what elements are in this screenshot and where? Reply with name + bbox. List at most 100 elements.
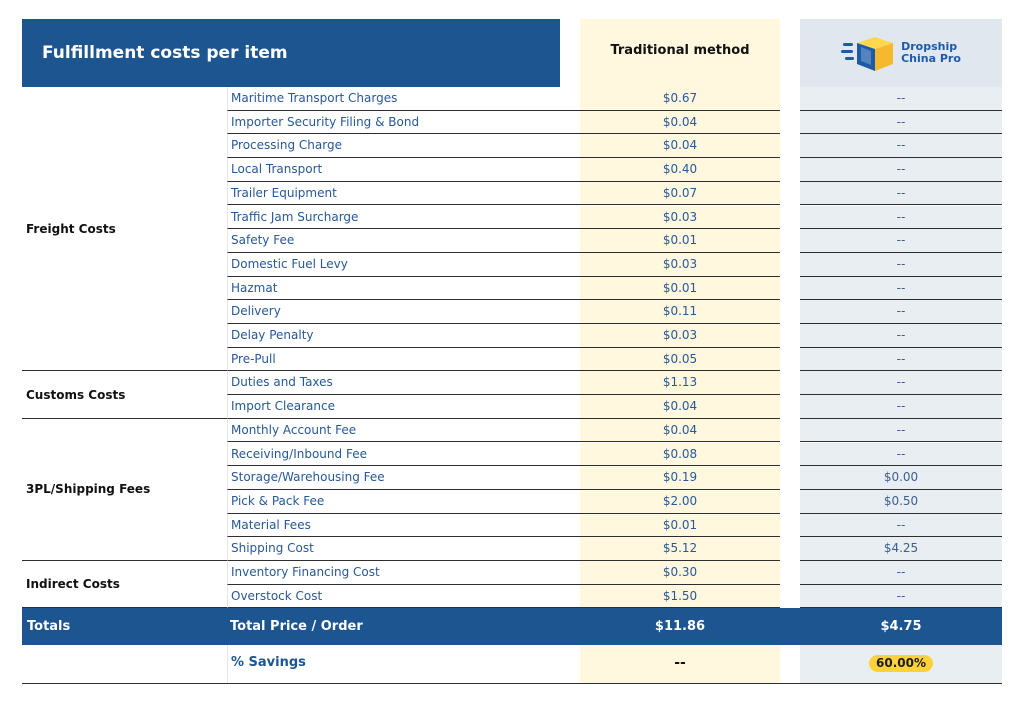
table-row: Delivery $0.11 -- bbox=[22, 300, 1002, 324]
traditional-cost: $5.12 bbox=[580, 537, 780, 561]
cost-item-name: Processing Charge bbox=[227, 134, 580, 159]
cost-item-name: Pick & Pack Fee bbox=[227, 489, 580, 514]
cost-item-name: Hazmat bbox=[227, 276, 580, 301]
dcp-cost: -- bbox=[800, 181, 1002, 206]
dcp-cost: $4.25 bbox=[800, 537, 1002, 561]
traditional-savings: -- bbox=[580, 645, 780, 683]
traditional-cost: $0.05 bbox=[580, 347, 780, 372]
traditional-cost: $0.04 bbox=[580, 110, 780, 135]
traditional-cost: $0.03 bbox=[580, 324, 780, 348]
table-row: Overstock Cost $1.50 -- bbox=[22, 584, 1002, 609]
cost-item-name: Traffic Jam Surcharge bbox=[227, 205, 580, 230]
total-price-label: Total Price / Order bbox=[230, 619, 363, 634]
table-row: Monthly Account Fee $0.04 -- bbox=[22, 418, 1002, 443]
dcp-cost: -- bbox=[800, 513, 1002, 538]
dcp-cost: -- bbox=[800, 276, 1002, 301]
table-row: Safety Fee $0.01 -- bbox=[22, 229, 1002, 253]
traditional-cost: $1.50 bbox=[580, 584, 780, 609]
cost-item-name: Inventory Financing Cost bbox=[227, 561, 580, 585]
dcp-cost: -- bbox=[800, 395, 1002, 419]
cost-item-name: Maritime Transport Charges bbox=[227, 87, 580, 111]
table-row: Trailer Equipment $0.07 -- bbox=[22, 181, 1002, 206]
dcp-cost: -- bbox=[800, 110, 1002, 135]
brand-name-line2: China Pro bbox=[901, 52, 961, 65]
shipping-box-icon bbox=[841, 37, 894, 71]
brand-name: Dropship China Pro bbox=[901, 41, 961, 65]
totals-label: Totals bbox=[27, 619, 71, 634]
cost-item-name: Domestic Fuel Levy bbox=[227, 252, 580, 277]
cost-item-name: Pre-Pull bbox=[227, 347, 580, 372]
dcp-cost: -- bbox=[800, 300, 1002, 324]
dcp-cost: -- bbox=[800, 347, 1002, 372]
dropship-china-pro-logo: Dropship China Pro bbox=[841, 31, 961, 75]
traditional-total: $11.86 bbox=[654, 619, 706, 634]
dcp-cost: -- bbox=[800, 324, 1002, 348]
traditional-cost: $0.19 bbox=[580, 466, 780, 490]
traditional-cost: $2.00 bbox=[580, 489, 780, 514]
traditional-cost: $0.08 bbox=[580, 442, 780, 467]
cost-item-name: Delivery bbox=[227, 300, 580, 324]
dcp-cost: $0.50 bbox=[800, 489, 1002, 514]
dcp-cost: -- bbox=[800, 561, 1002, 585]
cost-group-label: Indirect Costs bbox=[22, 561, 227, 609]
dcp-cost: -- bbox=[800, 418, 1002, 443]
dcp-savings-cell: 60.00% bbox=[800, 645, 1002, 683]
cost-group-label: 3PL/Shipping Fees bbox=[22, 419, 227, 561]
dcp-cost: -- bbox=[800, 87, 1002, 111]
table-row: Importer Security Filing & Bond $0.04 -- bbox=[22, 110, 1002, 135]
table-row: Pre-Pull $0.05 -- bbox=[22, 347, 1002, 372]
dcp-cost: $0.00 bbox=[800, 466, 1002, 490]
cost-item-name: Material Fees bbox=[227, 513, 580, 538]
traditional-cost: $1.13 bbox=[580, 371, 780, 396]
dcp-cost: -- bbox=[800, 442, 1002, 467]
savings-row: % Savings -- 60.00% bbox=[22, 645, 1002, 684]
table-row: Delay Penalty $0.03 -- bbox=[22, 324, 1002, 348]
savings-label: % Savings bbox=[227, 645, 580, 683]
traditional-cost: $0.40 bbox=[580, 158, 780, 182]
table-row: Duties and Taxes $1.13 -- bbox=[22, 371, 1002, 396]
table-row: Storage/Warehousing Fee $0.19 $0.00 bbox=[22, 466, 1002, 490]
table-row: Shipping Cost $5.12 $4.25 bbox=[22, 537, 1002, 561]
table-row: Local Transport $0.40 -- bbox=[22, 158, 1002, 182]
cost-item-name: Monthly Account Fee bbox=[227, 418, 580, 443]
cost-group-label: Freight Costs bbox=[22, 87, 227, 372]
dcp-cost: -- bbox=[800, 584, 1002, 609]
table-row: Receiving/Inbound Fee $0.08 -- bbox=[22, 442, 1002, 467]
traditional-cost: $0.11 bbox=[580, 300, 780, 324]
dropship-china-pro-header: Dropship China Pro bbox=[800, 19, 1002, 87]
cost-item-name: Delay Penalty bbox=[227, 324, 580, 348]
dcp-cost: -- bbox=[800, 371, 1002, 396]
cost-item-name: Receiving/Inbound Fee bbox=[227, 442, 580, 467]
traditional-cost: $0.01 bbox=[580, 276, 780, 301]
traditional-method-header: Traditional method bbox=[580, 19, 780, 87]
traditional-cost: $0.03 bbox=[580, 205, 780, 230]
table-row: Traffic Jam Surcharge $0.03 -- bbox=[22, 205, 1002, 230]
table-row: Import Clearance $0.04 -- bbox=[22, 395, 1002, 419]
traditional-cost: $0.04 bbox=[580, 395, 780, 419]
traditional-cost: $0.07 bbox=[580, 181, 780, 206]
traditional-cost: $0.03 bbox=[580, 252, 780, 277]
traditional-cost: $0.01 bbox=[580, 513, 780, 538]
table-row: Maritime Transport Charges $0.67 -- bbox=[22, 87, 1002, 111]
dcp-cost: -- bbox=[800, 229, 1002, 253]
totals-row: Totals Total Price / Order $11.86 $4.75 bbox=[22, 608, 1002, 645]
cost-item-name: Duties and Taxes bbox=[227, 371, 580, 396]
cost-item-name: Storage/Warehousing Fee bbox=[227, 466, 580, 490]
table-row: Domestic Fuel Levy $0.03 -- bbox=[22, 252, 1002, 277]
table-row: Hazmat $0.01 -- bbox=[22, 276, 1002, 301]
traditional-cost: $0.30 bbox=[580, 561, 780, 585]
brand-name-line1: Dropship bbox=[901, 40, 958, 53]
table-row: Material Fees $0.01 -- bbox=[22, 513, 1002, 538]
cost-item-name: Local Transport bbox=[227, 158, 580, 182]
table-row: Inventory Financing Cost $0.30 -- bbox=[22, 561, 1002, 585]
traditional-cost: $0.67 bbox=[580, 87, 780, 111]
table-header: Fulfillment costs per item Traditional m… bbox=[22, 19, 1002, 87]
traditional-cost: $0.04 bbox=[580, 418, 780, 443]
dcp-total: $4.75 bbox=[880, 619, 922, 634]
table-row: Processing Charge $0.04 -- bbox=[22, 134, 1002, 159]
cost-group-label: Customs Costs bbox=[22, 371, 227, 419]
cost-item-name: Importer Security Filing & Bond bbox=[227, 110, 580, 135]
dcp-cost: -- bbox=[800, 134, 1002, 159]
traditional-cost: $0.04 bbox=[580, 134, 780, 159]
dcp-cost: -- bbox=[800, 205, 1002, 230]
